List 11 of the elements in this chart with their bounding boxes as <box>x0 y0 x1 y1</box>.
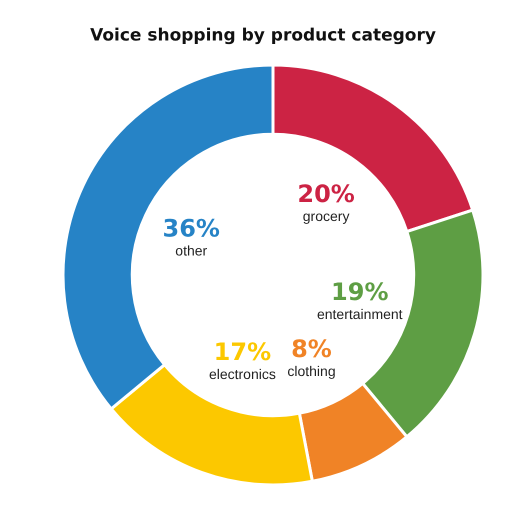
data-label: 36% <box>162 214 220 243</box>
slice-label: other <box>175 242 208 259</box>
slice-label: entertainment <box>316 306 403 322</box>
data-label: 17% <box>214 338 272 366</box>
chart-title: Voice shopping by product category <box>90 26 436 46</box>
data-label: 19% <box>331 278 388 306</box>
data-label: 8% <box>291 334 332 363</box>
slice-label: clothing <box>287 362 336 379</box>
slice-label: electronics <box>208 366 276 382</box>
data-label: 20% <box>297 180 355 208</box>
slice-label: grocery <box>302 208 350 224</box>
